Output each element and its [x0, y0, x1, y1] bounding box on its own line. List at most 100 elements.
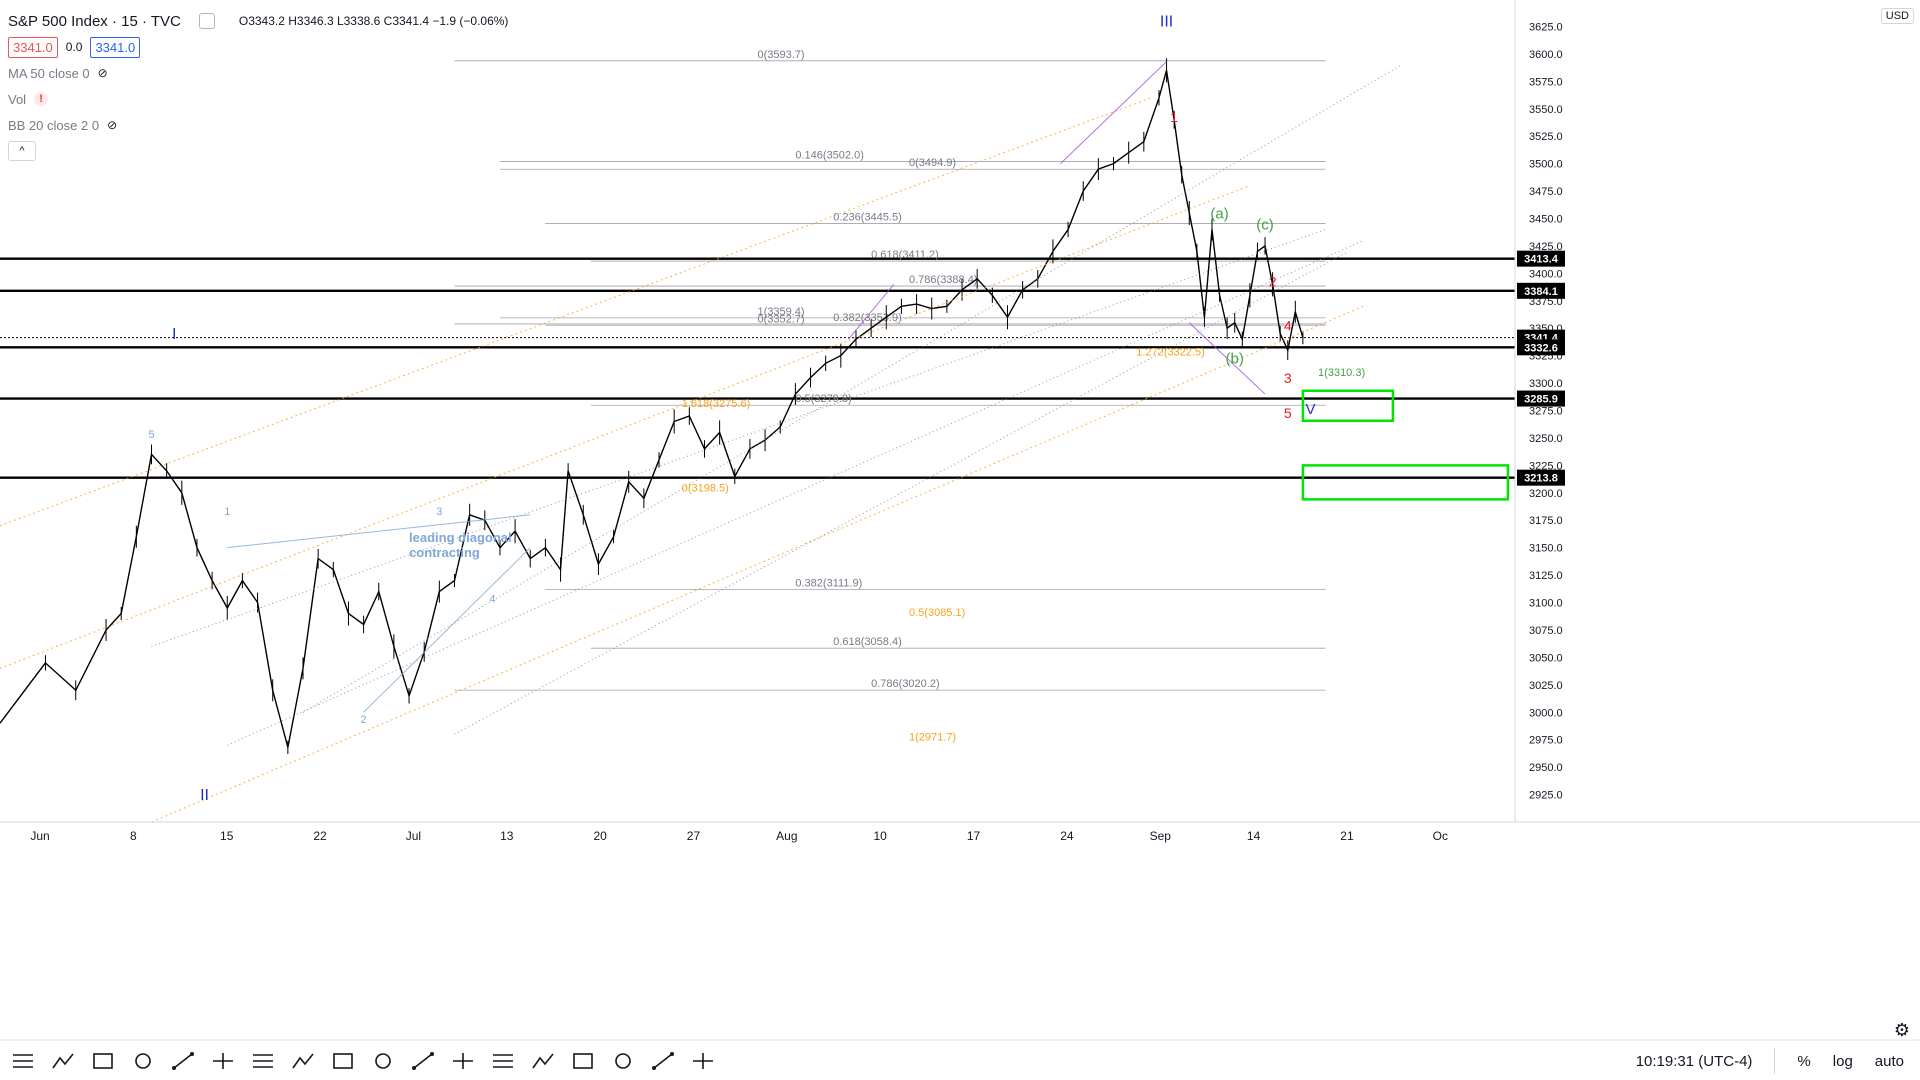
chart-legend: S&P 500 Index · 15 · TVC O3343.2 H3346.3…: [8, 8, 508, 164]
warning-icon[interactable]: !: [34, 92, 49, 106]
x-tick-label: Jul: [406, 829, 421, 843]
y-tick-label: 3175.0: [1529, 515, 1563, 527]
x-tick-label: 21: [1340, 829, 1354, 843]
settings-square-icon[interactable]: [198, 13, 215, 29]
fib-label: 1(2971.7): [909, 731, 956, 743]
ellipse-icon[interactable]: [444, 1045, 482, 1077]
y-tick-label: 2975.0: [1529, 735, 1563, 747]
y-tick-label: 3125.0: [1529, 570, 1563, 582]
clock-time[interactable]: 10:19:31 (UTC-4): [1635, 1052, 1753, 1070]
fib-label: 0.786(3388.4): [909, 274, 978, 286]
y-tick-label: 3625.0: [1529, 21, 1563, 33]
fib-label: 0(3593.7): [758, 49, 805, 61]
wave-label: 2: [1269, 274, 1277, 290]
auto-toggle[interactable]: auto: [1874, 1052, 1904, 1070]
channel-line: [0, 185, 1251, 669]
path-icon[interactable]: [404, 1045, 442, 1077]
fib-label: 1.618(3275.6): [682, 398, 751, 410]
elliott-correction-icon[interactable]: [684, 1045, 722, 1077]
channel-line: [151, 228, 1326, 647]
symbol-title[interactable]: S&P 500 Index · 15 · TVC: [8, 12, 181, 30]
ray-icon[interactable]: [284, 1045, 322, 1077]
price-tag-label: 3332.6: [1524, 342, 1558, 354]
collapse-legend-button[interactable]: ^: [8, 141, 36, 161]
x-tick-label: 10: [874, 829, 888, 843]
price-tag: [1517, 282, 1565, 299]
indicator-ma[interactable]: MA 50 close 0: [8, 65, 90, 81]
compare-icon[interactable]: [124, 1045, 162, 1077]
wave-label: 3: [1284, 370, 1292, 386]
wave-label: 2: [361, 714, 367, 726]
x-tick-label: Jun: [30, 829, 49, 843]
y-tick-label: 3600.0: [1529, 49, 1563, 61]
price-axis[interactable]: 2925.0 2950.0 2975.0 3000.0 3025.0 3050.0 3075…: [1514, 0, 1565, 822]
x-tick-label: 8: [130, 829, 137, 843]
horizontal-line-icon[interactable]: [244, 1045, 282, 1077]
eye-off-icon[interactable]: ⊘: [107, 118, 118, 132]
annotation-text: leading diagonal: [409, 530, 512, 545]
replay-icon[interactable]: [204, 1045, 242, 1077]
indicator-vol[interactable]: Vol: [8, 91, 27, 107]
templates-icon[interactable]: [84, 1045, 122, 1077]
price-line: [0, 70, 1304, 748]
time-axis[interactable]: Jun 8 15 22 Jul 13 20 27 Aug 10 17 24 Sep 14 21 Oc: [0, 821, 1920, 1041]
y-tick-label: 3150.0: [1529, 543, 1563, 555]
wave-label: (c): [1256, 216, 1274, 233]
log-toggle[interactable]: log: [1832, 1052, 1853, 1070]
indicator-bb[interactable]: BB 20 close 2 0: [8, 117, 100, 133]
trend-line-icon[interactable]: [324, 1045, 362, 1077]
x-tick-label: 14: [1247, 829, 1261, 843]
x-tick-label: 13: [500, 829, 514, 843]
bar-style-icon[interactable]: [4, 1045, 42, 1077]
price-tag-label: 3213.8: [1524, 473, 1558, 485]
wave-label: 4: [489, 594, 495, 606]
x-tick-label: 22: [313, 829, 327, 843]
y-tick-label: 3300.0: [1529, 378, 1563, 390]
target-box: [1301, 464, 1510, 501]
wave-label: 5: [148, 429, 154, 441]
wave-label: (a): [1210, 205, 1228, 222]
line-icon[interactable]: [484, 1045, 522, 1077]
y-tick-label: 3525.0: [1529, 131, 1563, 143]
xabcd-pattern-icon[interactable]: [604, 1045, 642, 1077]
price-series: [0, 58, 1304, 754]
channel-line: [227, 239, 1364, 746]
fib-label: 0(3494.9): [909, 157, 956, 169]
vertical-line-icon[interactable]: [524, 1045, 562, 1077]
currency-label[interactable]: USD: [1880, 8, 1914, 24]
indicators-icon[interactable]: [44, 1045, 82, 1077]
eye-off-icon[interactable]: ⊘: [97, 66, 108, 80]
wave-label: 1: [224, 506, 230, 518]
bid-price-box[interactable]: 3341.0: [8, 36, 58, 58]
gear-icon[interactable]: ⚙: [1893, 1020, 1910, 1040]
annotation-text: contracting: [409, 545, 480, 560]
y-tick-label: 3200.0: [1529, 488, 1563, 500]
elliott-impulse-icon[interactable]: [644, 1045, 682, 1077]
wave-line: [848, 284, 895, 340]
price-tag-label: 3285.9: [1524, 394, 1558, 406]
wave-label: 5: [1284, 405, 1292, 421]
wave-label: V: [1305, 401, 1315, 418]
wave-line: [1060, 61, 1167, 164]
y-tick-label: 3500.0: [1529, 159, 1563, 171]
wave-label: 3: [436, 506, 442, 518]
fib-label: 0.5(3085.1): [909, 607, 965, 619]
fib-label: 0(3352.7): [758, 313, 805, 325]
fib-label: 0.382(3353.9): [833, 312, 902, 324]
y-tick-label: 3000.0: [1529, 707, 1563, 719]
ask-price-box[interactable]: 3341.0: [90, 36, 141, 58]
alert-icon[interactable]: [164, 1045, 202, 1077]
wave-line: [1188, 322, 1266, 395]
fib-label: 1.272(3322.5): [1136, 346, 1205, 358]
fib-label: 0.786(3020.2): [871, 678, 940, 690]
x-tick-label: 27: [687, 829, 701, 843]
cross-line-icon[interactable]: [564, 1045, 602, 1077]
wave-label: I: [172, 326, 176, 343]
percent-toggle[interactable]: %: [1797, 1052, 1811, 1070]
x-tick-label: 17: [967, 829, 981, 843]
wave-label: II: [200, 787, 209, 804]
y-tick-label: 2950.0: [1529, 762, 1563, 774]
rectangle-icon[interactable]: [364, 1045, 402, 1077]
